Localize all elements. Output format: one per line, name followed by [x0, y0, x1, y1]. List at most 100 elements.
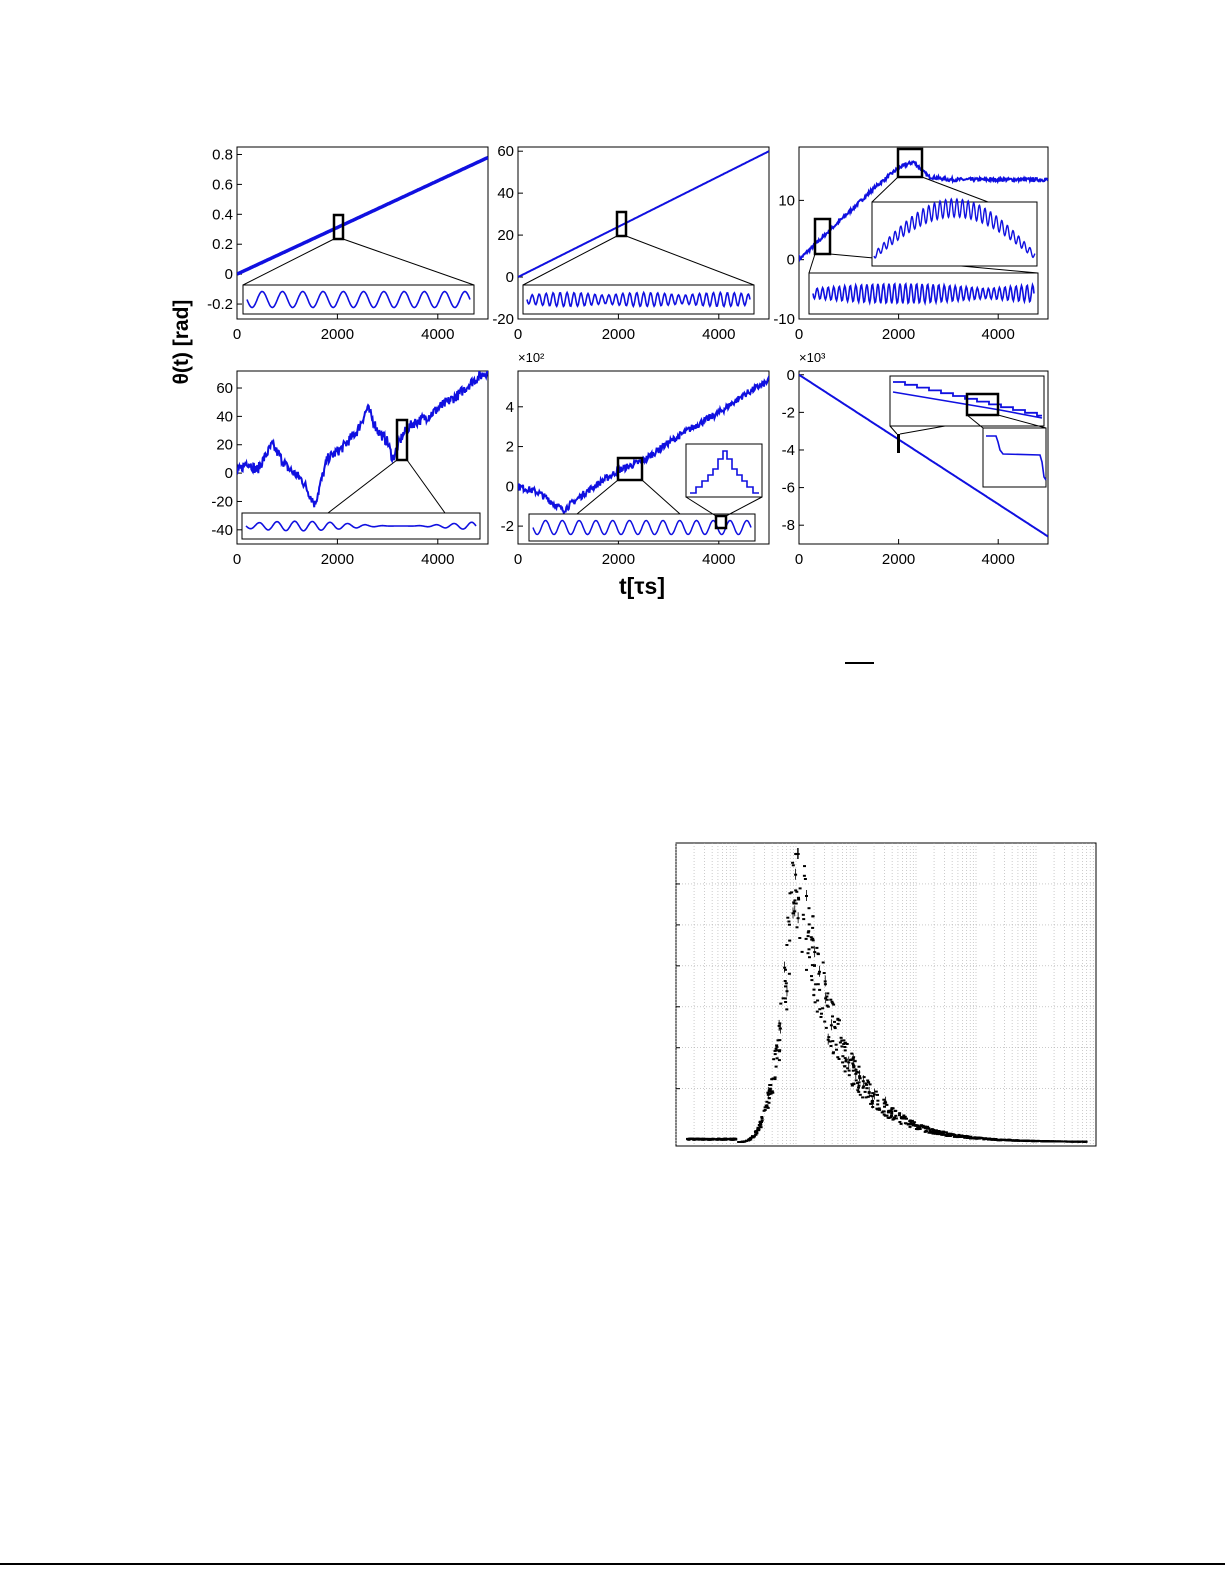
histogram-point — [810, 979, 814, 982]
histogram-point — [830, 1000, 834, 1003]
histogram-point — [829, 1045, 833, 1047]
histogram-point — [784, 982, 788, 985]
histogram-point — [798, 937, 802, 939]
histogram-point — [1064, 1140, 1068, 1143]
histogram-point — [778, 1022, 782, 1025]
histogram-point — [923, 1130, 927, 1133]
histogram-point — [889, 1109, 893, 1112]
histogram-point — [720, 1138, 724, 1140]
histogram-point — [805, 968, 808, 971]
y-tick-label: 20 — [497, 227, 514, 244]
histogram-point — [1084, 1140, 1088, 1143]
histogram-point — [770, 1078, 774, 1081]
histogram-point — [938, 1133, 942, 1136]
histogram-point — [843, 1070, 847, 1073]
histogram-point — [729, 1138, 733, 1141]
histogram-point — [898, 1114, 901, 1117]
histogram-point — [857, 1084, 861, 1087]
histogram-point — [865, 1083, 868, 1086]
histogram-point — [819, 1016, 823, 1018]
histogram-point — [869, 1094, 873, 1097]
histogram-point — [793, 899, 797, 902]
histogram-point — [854, 1079, 858, 1082]
histogram-point — [828, 1040, 832, 1043]
histogram-point — [831, 1015, 834, 1018]
histogram-point — [763, 1106, 767, 1109]
histogram-point — [944, 1131, 948, 1134]
histogram-point — [772, 1058, 776, 1061]
histogram-point — [953, 1134, 957, 1136]
histogram-point — [800, 950, 804, 953]
histogram-point — [875, 1107, 879, 1110]
histogram-point — [883, 1105, 886, 1108]
histogram-point — [831, 1040, 835, 1043]
histogram-point — [908, 1125, 912, 1128]
histogram-point — [776, 1039, 780, 1042]
histogram-point — [808, 956, 811, 959]
histogram-point — [898, 1121, 902, 1123]
histogram-point — [843, 1041, 847, 1044]
histogram-point — [842, 1039, 846, 1042]
histogram-point — [1012, 1139, 1016, 1142]
histogram-point — [899, 1122, 903, 1125]
histogram-point — [892, 1117, 896, 1120]
histogram-point — [788, 939, 792, 942]
histogram-point — [1039, 1140, 1043, 1143]
panel-e-zoom-1-connector — [641, 479, 681, 515]
histogram-point — [785, 944, 789, 946]
y-tick-label: 60 — [216, 380, 233, 397]
panel-f-zoom-2-connector — [997, 414, 1047, 429]
panel-e-inset-2-line — [690, 450, 759, 494]
histogram-point — [923, 1125, 927, 1128]
histogram-point — [956, 1135, 960, 1138]
histogram-point — [871, 1095, 874, 1098]
histogram-point — [760, 1116, 764, 1118]
histogram-point — [791, 864, 795, 867]
histogram-point — [890, 1112, 894, 1115]
histogram-point — [903, 1115, 907, 1118]
panel-d-inset-line — [245, 520, 477, 532]
histogram-point — [871, 1099, 874, 1102]
histogram-point — [850, 1083, 854, 1086]
histogram-point — [767, 1093, 771, 1096]
histogram-point — [764, 1105, 768, 1107]
histogram-plot — [675, 842, 1097, 1147]
histogram-point — [949, 1133, 953, 1136]
panel-a: 0.80.60.40.20-0.20 2000 4000 — [207, 146, 489, 343]
histogram-frame — [675, 842, 1097, 1147]
y-axis-label: θ(t) [rad] — [170, 300, 193, 385]
histogram-point — [784, 1001, 788, 1003]
histogram-point — [986, 1138, 990, 1141]
histogram-point — [1077, 1140, 1081, 1143]
histogram-point — [977, 1137, 981, 1140]
histogram-point — [941, 1132, 945, 1135]
histogram-point — [843, 1046, 847, 1048]
histogram-point — [861, 1086, 865, 1089]
histogram-point — [908, 1120, 912, 1123]
histogram-point — [825, 1004, 829, 1007]
histogram-point — [784, 968, 787, 971]
histogram-point — [812, 988, 816, 991]
histogram-point — [755, 1132, 759, 1135]
histogram-point — [821, 1007, 825, 1010]
histogram-point — [852, 1083, 856, 1086]
histogram-point — [778, 1039, 782, 1042]
histogram-point — [759, 1122, 762, 1125]
histogram-point — [903, 1117, 907, 1120]
panel-c-series — [799, 159, 1048, 262]
histogram-point — [970, 1137, 974, 1139]
histogram-point — [841, 1061, 845, 1064]
histogram-point — [757, 1129, 761, 1132]
histogram-point — [826, 1005, 830, 1008]
y-tick-label: 0.4 — [212, 206, 233, 223]
histogram-point — [857, 1090, 861, 1093]
histogram-point — [890, 1111, 894, 1114]
histogram-point — [732, 1138, 736, 1141]
histogram-point — [847, 1074, 851, 1077]
histogram-point — [768, 1087, 772, 1090]
histogram-point — [823, 1020, 827, 1023]
histogram-point — [914, 1124, 918, 1127]
panel-b-inset-line — [526, 290, 751, 309]
panel-e-zoom-2-connector — [685, 496, 717, 517]
